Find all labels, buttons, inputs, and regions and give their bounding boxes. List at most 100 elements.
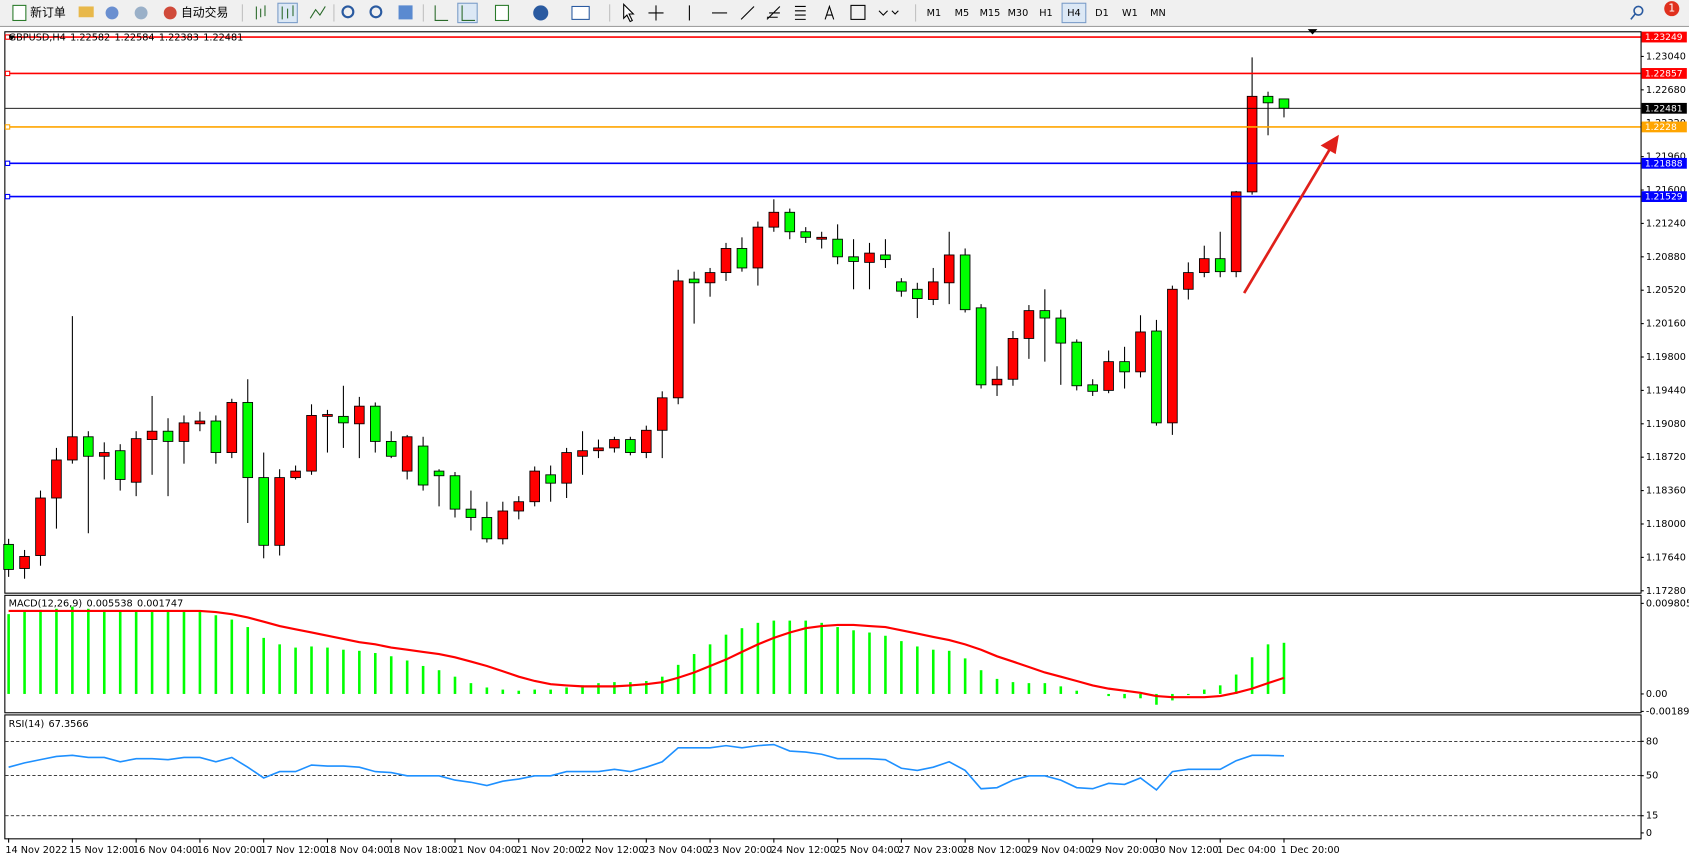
fibo-tool[interactable]	[794, 5, 806, 20]
candle-body	[194, 420, 206, 425]
macd-bar	[1266, 644, 1270, 694]
macd-bar	[868, 632, 871, 694]
icon	[281, 5, 294, 20]
icon[interactable]	[434, 5, 449, 22]
ohlc-value: 1.22582	[70, 33, 110, 44]
timeframe-button[interactable]: M15	[980, 8, 1001, 19]
zoom-out[interactable]	[369, 5, 383, 19]
macd-bar	[820, 622, 823, 694]
x-tick-label: 21 Nov 20:00	[516, 845, 581, 856]
timeframe-button[interactable]: MN	[1150, 8, 1166, 19]
x-tick-label: 23 Nov 04:00	[643, 845, 708, 856]
search[interactable]	[1630, 13, 1636, 20]
periods[interactable]	[533, 5, 549, 21]
macd-bar	[756, 622, 760, 694]
macd-bar	[613, 682, 616, 694]
y-tick-label: 50	[1646, 771, 1658, 782]
y-tick-label: 1.18720	[1646, 452, 1686, 463]
price-label-box	[1641, 157, 1687, 169]
macd-bar	[660, 676, 664, 694]
price-line-handle[interactable]	[4, 193, 11, 200]
x-tick-label: 1 Dec 20:00	[1281, 845, 1340, 856]
candle-body	[625, 439, 636, 453]
macd-bar	[55, 608, 58, 694]
macd-bar	[963, 658, 967, 694]
templates[interactable]	[571, 5, 590, 20]
timeframe-button[interactable]: W1	[1122, 8, 1138, 19]
timeframe-button[interactable]: M30	[1008, 8, 1029, 19]
arrows-tool[interactable]	[878, 10, 899, 16]
timeframe-button[interactable]: M5	[955, 8, 970, 19]
zoom-in[interactable]	[341, 5, 355, 19]
candle-body	[736, 248, 748, 269]
tile-windows[interactable]	[398, 5, 413, 20]
macd-bar	[549, 689, 552, 694]
macd-bar	[421, 665, 425, 694]
active-timeframe[interactable]	[1061, 2, 1087, 24]
macd-bar	[1250, 657, 1254, 694]
trendline-tool[interactable]	[740, 6, 755, 20]
candle-body	[864, 252, 875, 263]
candle-body	[1071, 341, 1083, 387]
indicators[interactable]	[494, 4, 509, 22]
candle-body	[959, 254, 971, 311]
timeframe-button[interactable]: H4	[1067, 8, 1080, 19]
y-tick-label: 15	[1646, 811, 1658, 822]
price-line-handle[interactable]	[4, 124, 11, 130]
search[interactable]	[1633, 5, 1644, 16]
macd-bar	[166, 612, 170, 694]
x-tick-label: 16 Nov 20:00	[197, 845, 262, 856]
annotation-arrow	[1242, 145, 1333, 294]
candle-body	[1119, 361, 1130, 373]
cursor-tool[interactable]	[623, 3, 635, 23]
timeframe-button[interactable]: M1	[927, 8, 942, 19]
new-order-button[interactable]: 新订单	[12, 4, 66, 22]
candle-body	[768, 211, 780, 228]
icon-active[interactable]	[457, 2, 478, 24]
price-line-handle[interactable]	[4, 34, 11, 40]
icon[interactable]	[105, 6, 119, 20]
icon[interactable]	[78, 6, 94, 18]
button-label[interactable]: 自动交易	[181, 5, 228, 19]
auto-trade-button[interactable]: 自动交易	[163, 5, 229, 19]
icon[interactable]	[255, 5, 266, 20]
macd-bar	[692, 654, 696, 694]
price-label: 1.22857	[1645, 69, 1683, 79]
macd-bar	[1011, 682, 1015, 694]
label-tool[interactable]	[850, 4, 866, 20]
macd-bar	[198, 612, 202, 694]
button-label[interactable]: 新订单	[30, 5, 66, 19]
icon[interactable]	[309, 6, 326, 19]
x-tick-label: 18 Nov 18:00	[388, 845, 453, 856]
notifications[interactable]: 1	[1664, 1, 1680, 17]
x-tick-label: 17 Nov 12:00	[260, 845, 325, 856]
price-label: 1.23249	[1645, 33, 1683, 43]
x-tick-label: 15 Nov 12:00	[69, 845, 134, 856]
icon[interactable]	[134, 6, 148, 20]
macd-bar	[150, 612, 154, 694]
candle-body	[130, 438, 142, 483]
y-tick-label: 1.18000	[1646, 519, 1686, 530]
macd-bar	[1282, 642, 1286, 694]
crosshair-tool[interactable]	[648, 5, 664, 21]
price-line-handle[interactable]	[4, 70, 11, 77]
macd-bar	[102, 609, 106, 694]
y-tick-label: 1.17640	[1646, 552, 1686, 563]
timeframe-button[interactable]: H1	[1039, 8, 1052, 19]
y-tick-label: 1.21960	[1646, 152, 1686, 163]
y-tick-label: -0.001891	[1646, 706, 1689, 717]
candle-body	[656, 397, 668, 431]
candle-body	[433, 470, 445, 477]
timeframe-bar: M1 M5 M15 M30 H1 H4 D1 W1 MN	[927, 2, 1166, 24]
text-tool[interactable]	[824, 4, 835, 20]
candle-body	[561, 452, 572, 484]
x-tick-label: 27 Nov 23:00	[898, 845, 963, 856]
toolbar: 新订单 自动交易 M1 M5	[0, 0, 1689, 27]
ohlc-value: 1.22584	[115, 33, 155, 44]
candle-body	[322, 414, 333, 417]
price-line-handle[interactable]	[4, 160, 11, 167]
channel-tool[interactable]	[766, 6, 781, 20]
y-tick-label: 1.23040	[1646, 51, 1686, 62]
timeframe-button[interactable]: D1	[1095, 8, 1109, 19]
candle-body	[51, 459, 62, 499]
